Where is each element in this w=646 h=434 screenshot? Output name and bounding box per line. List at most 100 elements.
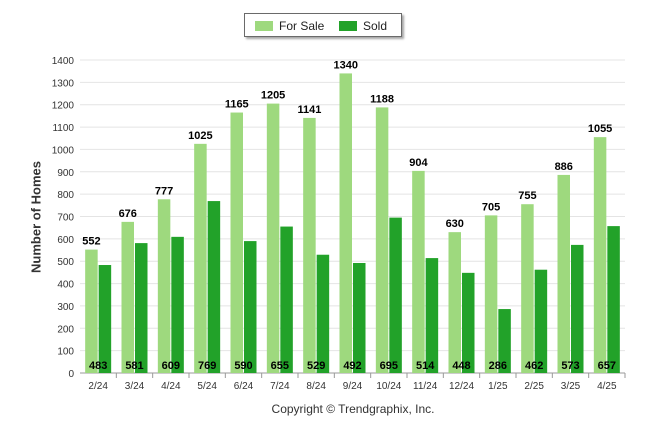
y-tick-label: 800 bbox=[57, 190, 74, 201]
data-label-for-sale: 1340 bbox=[334, 59, 358, 71]
copyright: Copyright © Trendgraphix, Inc. bbox=[271, 402, 435, 416]
bar-sold bbox=[571, 244, 584, 373]
data-label-for-sale: 1055 bbox=[588, 123, 612, 135]
x-tick-label: 4/25 bbox=[597, 381, 617, 392]
bar-sold bbox=[280, 226, 293, 373]
legend: For Sale Sold bbox=[244, 13, 402, 37]
bar-sold bbox=[389, 217, 402, 373]
x-tick-label: 4/24 bbox=[161, 381, 181, 392]
data-label-sold: 581 bbox=[125, 360, 143, 372]
data-label-for-sale: 904 bbox=[409, 157, 428, 169]
bar-for-sale bbox=[230, 112, 243, 374]
y-tick-label: 300 bbox=[57, 302, 74, 313]
data-label-sold: 769 bbox=[198, 360, 216, 372]
x-tick-label: 12/24 bbox=[449, 381, 474, 392]
y-tick-label: 700 bbox=[57, 213, 74, 224]
bar-for-sale bbox=[194, 143, 207, 373]
y-tick-label: 400 bbox=[57, 280, 74, 291]
data-label-sold: 695 bbox=[380, 360, 398, 372]
data-label-sold: 529 bbox=[307, 360, 325, 372]
bar-sold bbox=[498, 309, 511, 373]
x-tick-label: 2/25 bbox=[524, 381, 544, 392]
data-label-sold: 514 bbox=[416, 360, 435, 372]
legend-item-for-sale: For Sale bbox=[255, 19, 324, 33]
bar-for-sale bbox=[85, 249, 98, 373]
x-tick-label: 8/24 bbox=[306, 381, 326, 392]
data-label-for-sale: 1205 bbox=[261, 90, 285, 102]
x-tick-label: 1/25 bbox=[488, 381, 508, 392]
data-label-for-sale: 552 bbox=[82, 236, 100, 248]
y-tick-label: 200 bbox=[57, 324, 74, 335]
bar-sold bbox=[462, 272, 475, 373]
y-tick-label: 100 bbox=[57, 347, 74, 358]
x-tick-label: 7/24 bbox=[270, 381, 290, 392]
y-tick-label: 1400 bbox=[52, 56, 75, 67]
bar-for-sale bbox=[121, 221, 134, 373]
bar-for-sale bbox=[339, 73, 352, 374]
y-tick-label: 1100 bbox=[52, 123, 74, 134]
x-tick-label: 10/24 bbox=[376, 381, 401, 392]
data-label-sold: 492 bbox=[343, 360, 361, 372]
data-label-for-sale: 1025 bbox=[188, 130, 212, 142]
y-tick-label: 1300 bbox=[52, 78, 75, 89]
data-label-for-sale: 630 bbox=[446, 218, 464, 230]
bar-sold bbox=[607, 226, 620, 373]
bar-for-sale bbox=[593, 137, 607, 373]
bar-sold bbox=[207, 201, 221, 373]
bar-for-sale bbox=[448, 232, 461, 373]
bar-sold bbox=[98, 265, 112, 373]
y-tick-label: 1200 bbox=[52, 101, 75, 112]
bar-sold bbox=[244, 241, 257, 373]
bar-for-sale bbox=[266, 103, 280, 373]
bar-sold bbox=[135, 243, 148, 373]
x-tick-label: 2/24 bbox=[88, 381, 108, 392]
data-label-sold: 573 bbox=[561, 360, 579, 372]
bar-for-sale bbox=[375, 107, 389, 373]
y-tick-label: 0 bbox=[68, 369, 74, 380]
y-tick-label: 1000 bbox=[52, 145, 75, 156]
bar-sold bbox=[534, 269, 548, 373]
bar-for-sale bbox=[412, 170, 425, 373]
legend-label-sold: Sold bbox=[363, 19, 388, 33]
x-tick-label: 3/25 bbox=[561, 381, 581, 392]
x-tick-label: 6/24 bbox=[234, 381, 254, 392]
bar-for-sale bbox=[303, 117, 316, 373]
x-tick-label: 5/24 bbox=[197, 381, 217, 392]
data-label-sold: 483 bbox=[89, 360, 107, 372]
x-tick-label: 11/24 bbox=[413, 381, 438, 392]
data-label-sold: 462 bbox=[525, 360, 543, 372]
data-label-sold: 448 bbox=[452, 360, 470, 372]
bar-sold bbox=[353, 263, 366, 373]
bar-for-sale bbox=[557, 174, 570, 373]
legend-swatch-sold bbox=[339, 21, 357, 31]
y-tick-label: 600 bbox=[57, 235, 74, 246]
data-label-sold: 609 bbox=[162, 360, 180, 372]
legend-swatch-for-sale bbox=[255, 21, 273, 31]
data-label-for-sale: 1141 bbox=[297, 104, 321, 116]
data-label-for-sale: 705 bbox=[482, 201, 500, 213]
data-label-sold: 655 bbox=[271, 360, 289, 372]
bar-for-sale bbox=[521, 204, 534, 373]
data-label-for-sale: 1165 bbox=[225, 99, 249, 111]
data-label-sold: 657 bbox=[598, 360, 616, 372]
bar-for-sale bbox=[157, 199, 171, 373]
y-tick-label: 500 bbox=[57, 257, 74, 268]
y-tick-label: 900 bbox=[57, 168, 74, 179]
data-label-for-sale: 676 bbox=[119, 208, 137, 220]
bar-sold bbox=[425, 258, 439, 373]
data-label-sold: 590 bbox=[234, 360, 252, 372]
data-label-for-sale: 886 bbox=[555, 161, 573, 173]
x-tick-label: 9/24 bbox=[343, 381, 363, 392]
bar-sold bbox=[171, 236, 184, 373]
data-label-for-sale: 777 bbox=[155, 185, 173, 197]
data-label-for-sale: 755 bbox=[518, 190, 536, 202]
bar-sold bbox=[316, 254, 330, 373]
legend-item-sold: Sold bbox=[339, 19, 387, 33]
x-tick-label: 3/24 bbox=[125, 381, 145, 392]
legend-label-for-sale: For Sale bbox=[279, 19, 325, 33]
data-label-for-sale: 1188 bbox=[370, 93, 394, 105]
bar-for-sale bbox=[484, 215, 498, 373]
data-label-sold: 286 bbox=[489, 360, 507, 372]
